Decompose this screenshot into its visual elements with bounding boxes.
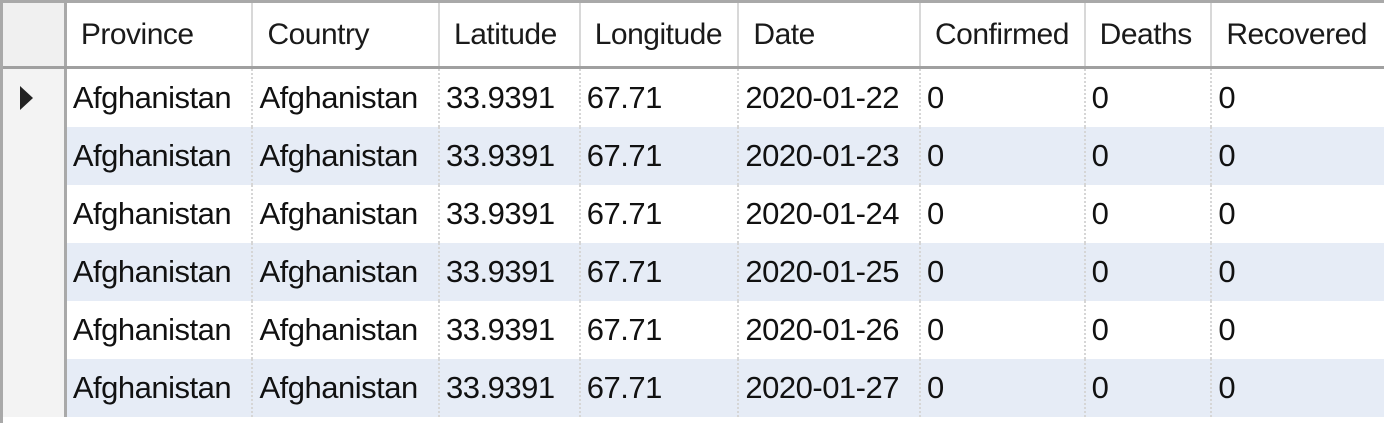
cell-province[interactable]: Afghanistan [67, 359, 254, 417]
cell-longitude[interactable]: 67.71 [581, 301, 740, 359]
cell-country[interactable]: Afghanistan [253, 127, 441, 185]
column-header-latitude[interactable]: Latitude [440, 3, 581, 66]
cell-confirmed[interactable]: 0 [921, 359, 1086, 417]
column-header-country[interactable]: Country [253, 3, 441, 66]
column-header-deaths[interactable]: Deaths [1086, 3, 1213, 66]
table-row[interactable]: Afghanistan Afghanistan 33.9391 67.71 20… [3, 127, 1384, 185]
cell-province[interactable]: Afghanistan [67, 69, 254, 127]
row-indicator[interactable] [3, 359, 67, 417]
cell-deaths[interactable]: 0 [1086, 185, 1213, 243]
cell-deaths[interactable]: 0 [1086, 359, 1213, 417]
cell-latitude[interactable]: 33.9391 [440, 359, 581, 417]
cell-date[interactable]: 2020-01-27 [739, 359, 922, 417]
cell-date[interactable]: 2020-01-23 [739, 127, 922, 185]
cell-latitude[interactable]: 33.9391 [440, 69, 581, 127]
cell-latitude[interactable]: 33.9391 [440, 127, 581, 185]
cell-date[interactable]: 2020-01-22 [739, 69, 922, 127]
cell-longitude[interactable]: 67.71 [581, 127, 740, 185]
column-header-province[interactable]: Province [67, 3, 254, 66]
column-header-confirmed[interactable]: Confirmed [921, 3, 1086, 66]
cell-confirmed[interactable]: 0 [921, 243, 1086, 301]
cell-country[interactable]: Afghanistan [253, 69, 441, 127]
cell-confirmed[interactable]: 0 [921, 127, 1086, 185]
cell-longitude[interactable]: 67.71 [581, 185, 740, 243]
row-indicator[interactable] [3, 185, 67, 243]
cell-deaths[interactable]: 0 [1086, 69, 1213, 127]
row-indicator-header[interactable] [3, 3, 67, 66]
table-row[interactable]: Afghanistan Afghanistan 33.9391 67.71 20… [3, 359, 1384, 417]
column-header-date[interactable]: Date [739, 3, 922, 66]
cell-province[interactable]: Afghanistan [67, 127, 254, 185]
table-row[interactable]: Afghanistan Afghanistan 33.9391 67.71 20… [3, 69, 1384, 127]
row-pointer-icon [19, 86, 33, 110]
cell-latitude[interactable]: 33.9391 [440, 243, 581, 301]
column-header-longitude[interactable]: Longitude [581, 3, 740, 66]
cell-province[interactable]: Afghanistan [67, 301, 254, 359]
cell-country[interactable]: Afghanistan [253, 301, 441, 359]
cell-country[interactable]: Afghanistan [253, 359, 441, 417]
cell-country[interactable]: Afghanistan [253, 243, 441, 301]
cell-longitude[interactable]: 67.71 [581, 359, 740, 417]
cell-province[interactable]: Afghanistan [67, 243, 254, 301]
row-indicator[interactable] [3, 127, 67, 185]
cell-latitude[interactable]: 33.9391 [440, 185, 581, 243]
cell-deaths[interactable]: 0 [1086, 301, 1213, 359]
row-indicator[interactable] [3, 69, 67, 127]
cell-confirmed[interactable]: 0 [921, 185, 1086, 243]
cell-deaths[interactable]: 0 [1086, 127, 1213, 185]
row-indicator[interactable] [3, 243, 67, 301]
cell-province[interactable]: Afghanistan [67, 185, 254, 243]
cell-date[interactable]: 2020-01-26 [739, 301, 922, 359]
cell-recovered[interactable]: 0 [1218, 138, 1236, 173]
cell-recovered[interactable]: 0 [1218, 254, 1236, 289]
cell-recovered[interactable]: 0 [1218, 312, 1236, 347]
table-row[interactable]: Afghanistan Afghanistan 33.9391 67.71 20… [3, 243, 1384, 301]
cell-date[interactable]: 2020-01-24 [739, 185, 922, 243]
grid-header-row: Province Country Latitude Longitude Date… [3, 3, 1384, 69]
cell-confirmed[interactable]: 0 [921, 69, 1086, 127]
cell-country[interactable]: Afghanistan [253, 185, 441, 243]
cell-recovered[interactable]: 0 [1218, 80, 1236, 115]
cell-confirmed[interactable]: 0 [921, 301, 1086, 359]
column-header-recovered[interactable]: Recovered [1226, 17, 1367, 51]
cell-recovered[interactable]: 0 [1218, 370, 1236, 405]
table-row[interactable]: Afghanistan Afghanistan 33.9391 67.71 20… [3, 185, 1384, 243]
row-indicator[interactable] [3, 301, 67, 359]
cell-longitude[interactable]: 67.71 [581, 69, 740, 127]
cell-date[interactable]: 2020-01-25 [739, 243, 922, 301]
cell-latitude[interactable]: 33.9391 [440, 301, 581, 359]
table-row[interactable]: Afghanistan Afghanistan 33.9391 67.71 20… [3, 301, 1384, 359]
cell-longitude[interactable]: 67.71 [581, 243, 740, 301]
cell-deaths[interactable]: 0 [1086, 243, 1213, 301]
cell-recovered[interactable]: 0 [1218, 196, 1236, 231]
